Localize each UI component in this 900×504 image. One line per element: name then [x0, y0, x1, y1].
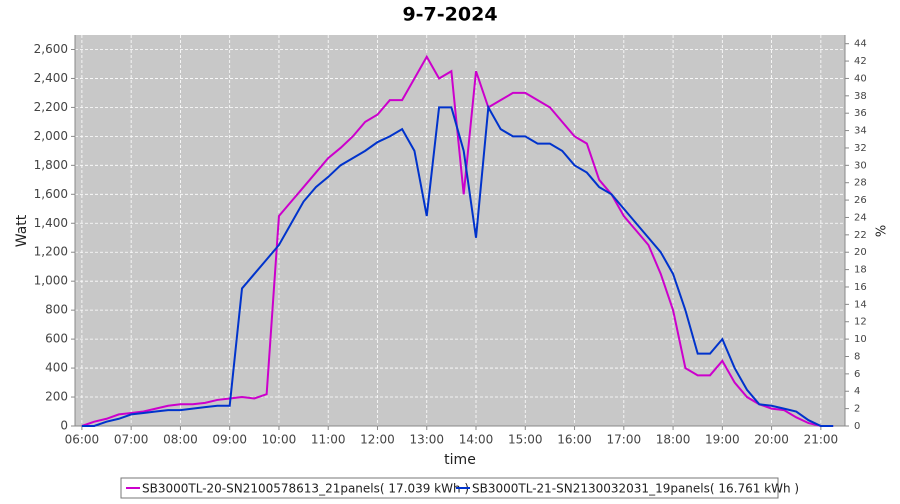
- y-tick-label: 0: [60, 419, 68, 433]
- x-tick-label: 08:00: [163, 433, 198, 447]
- legend-label: SB3000TL-20-SN2100578613_21panels( 17.03…: [142, 482, 469, 496]
- y2-tick-label: 42: [854, 56, 867, 67]
- y2-tick-label: 2: [854, 404, 860, 415]
- y2-tick-label: 18: [854, 265, 867, 276]
- y-tick-label: 1,000: [34, 274, 68, 288]
- y-tick-label: 800: [45, 303, 68, 317]
- y2-tick-label: 0: [854, 421, 860, 432]
- y2-tick-label: 30: [854, 160, 867, 171]
- legend-label: SB3000TL-21-SN2130032031_19panels( 16.76…: [472, 482, 799, 496]
- y2-tick-label: 26: [854, 195, 867, 206]
- x-tick-label: 19:00: [705, 433, 740, 447]
- y-axis-title: Watt: [14, 214, 30, 247]
- x-tick-label: 15:00: [508, 433, 543, 447]
- x-tick-label: 13:00: [409, 433, 444, 447]
- y2-tick-label: 24: [854, 212, 867, 223]
- plot-area: [75, 35, 845, 426]
- y2-tick-label: 20: [854, 247, 867, 258]
- y-tick-label: 1,200: [34, 245, 68, 259]
- y2-axis-title: %: [875, 225, 890, 237]
- y-tick-label: 2,600: [34, 42, 68, 56]
- y2-tick-label: 12: [854, 317, 867, 328]
- y2-tick-label: 36: [854, 108, 867, 119]
- x-tick-label: 07:00: [114, 433, 149, 447]
- x-tick-label: 18:00: [656, 433, 691, 447]
- x-tick-label: 12:00: [360, 433, 395, 447]
- series-line: [81, 104, 834, 427]
- x-tick-label: 20:00: [754, 433, 789, 447]
- y2-tick-label: 14: [854, 299, 867, 310]
- x-tick-label: 14:00: [459, 433, 494, 447]
- y2-tick-label: 34: [854, 126, 867, 137]
- y2-tick-label: 22: [854, 230, 867, 241]
- legend: [120, 477, 779, 499]
- chart-title: 9-7-2024: [402, 4, 497, 26]
- y2-tick-label: 28: [854, 178, 867, 189]
- y-tick-label: 400: [45, 361, 68, 375]
- x-tick-label: 21:00: [804, 433, 839, 447]
- y2-tick-label: 10: [854, 334, 867, 345]
- x-axis-title: time: [444, 452, 476, 468]
- y2-tick-label: 40: [854, 73, 867, 84]
- x-tick-label: 16:00: [557, 433, 592, 447]
- y2-tick-label: 16: [854, 282, 867, 293]
- y2-tick-label: 38: [854, 91, 867, 102]
- y-tick-label: 2,000: [34, 129, 68, 143]
- x-tick-label: 11:00: [311, 433, 346, 447]
- y-tick-label: 600: [45, 332, 68, 346]
- y2-tick-label: 4: [854, 386, 860, 397]
- y2-tick-label: 6: [854, 369, 860, 380]
- y-tick-label: 1,600: [34, 187, 68, 201]
- y-tick-label: 2,200: [34, 100, 68, 114]
- y2-tick-label: 32: [854, 143, 867, 154]
- y-tick-label: 1,400: [34, 216, 68, 230]
- y-tick-label: 2,400: [34, 71, 68, 85]
- y2-tick-label: 44: [854, 39, 867, 50]
- y-tick-label: 1,800: [34, 158, 68, 172]
- x-tick-label: 06:00: [65, 433, 100, 447]
- x-tick-label: 17:00: [607, 433, 642, 447]
- x-tick-label: 09:00: [212, 433, 247, 447]
- y-tick-label: 200: [45, 390, 68, 404]
- x-tick-label: 10:00: [262, 433, 297, 447]
- y2-tick-label: 8: [854, 351, 860, 362]
